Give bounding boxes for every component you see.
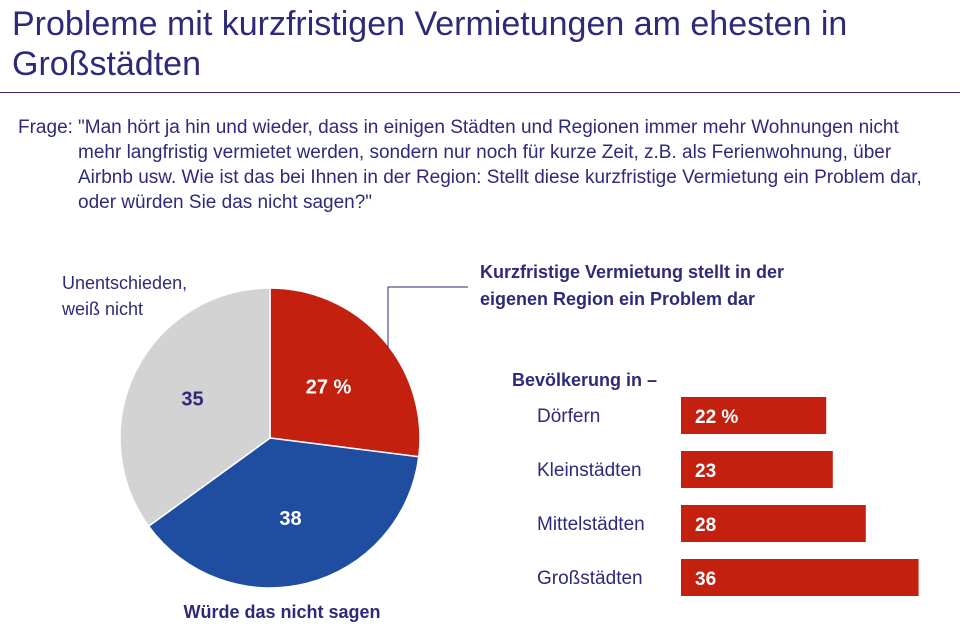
pie-value-problem: 27 % xyxy=(306,376,352,398)
bar xyxy=(681,505,866,542)
pie-slice-problem xyxy=(269,287,421,458)
pie-value-not-say: 38 xyxy=(279,508,301,530)
pie-label-not-say: Würde das nicht sagen xyxy=(183,602,380,622)
pie-label-undecided: weiß nicht xyxy=(61,299,143,319)
pie-value-undecided: 35 xyxy=(181,389,203,411)
pie-label-problem: Kurzfristige Vermietung stellt in der xyxy=(480,262,784,282)
bar-category-label: Mittelstädten xyxy=(537,514,645,535)
question-text: "Man hört ja hin und wieder, dass in ein… xyxy=(78,117,922,213)
bar-value-label: 23 xyxy=(695,461,716,482)
bar-category-label: Kleinstädten xyxy=(537,460,642,481)
bar-value-label: 28 xyxy=(695,515,716,536)
leader-line-problem xyxy=(387,286,468,348)
bar-value-label: 36 xyxy=(695,569,716,590)
pie-label-undecided: Unentschieden, xyxy=(62,273,187,293)
bar-category-label: Großstädten xyxy=(537,568,643,589)
bar-value-label: 22 % xyxy=(695,407,738,428)
page-title: Probleme mit kurzfristigen Vermietungen … xyxy=(12,5,848,83)
title-divider xyxy=(0,92,960,93)
pie-slice-not-say xyxy=(147,437,420,589)
bar-category-label: Dörfern xyxy=(537,406,600,427)
question-label: Frage: xyxy=(18,117,73,138)
pie-label-problem: eigenen Region ein Problem dar xyxy=(480,289,755,309)
bar xyxy=(681,559,919,596)
pie-slice-undecided xyxy=(119,287,271,528)
bar-chart-title: Bevölkerung in – xyxy=(512,370,657,390)
bar xyxy=(681,397,827,434)
bar xyxy=(681,451,833,488)
